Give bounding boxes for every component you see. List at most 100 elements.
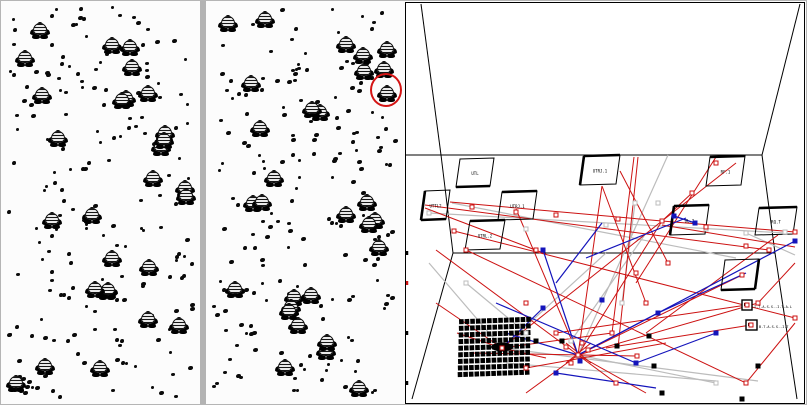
robot-sprite[interactable] [140, 86, 155, 99]
node-marker-red[interactable] [748, 322, 754, 328]
robot-sprite[interactable] [34, 88, 49, 101]
robot-sprite[interactable] [277, 360, 292, 373]
node-marker-black[interactable] [614, 343, 620, 349]
robot-sprite[interactable] [124, 60, 139, 73]
robot-sprite[interactable] [44, 213, 59, 226]
robot-sprite[interactable] [303, 288, 318, 301]
node-marker-red[interactable] [665, 260, 671, 266]
node-marker-red[interactable] [463, 247, 469, 253]
robot-sprite[interactable] [356, 48, 371, 61]
robot-sprite[interactable] [17, 50, 32, 63]
node-marker-red[interactable] [513, 209, 519, 215]
node-marker-red[interactable] [499, 345, 505, 351]
robot-sprite[interactable] [141, 259, 156, 272]
robot-sprite[interactable] [320, 335, 335, 348]
robot-sprite[interactable] [145, 171, 160, 184]
node-marker-blue[interactable] [692, 220, 698, 226]
node-marker-gray[interactable] [782, 229, 788, 235]
robot-sprite[interactable] [252, 120, 267, 133]
robot-sprite[interactable] [228, 281, 243, 294]
node-marker-red[interactable] [568, 360, 574, 366]
robot-sprite[interactable] [84, 208, 99, 221]
robot-sprite[interactable] [357, 64, 371, 76]
robot-sprite[interactable] [123, 40, 138, 53]
robot-sprite[interactable] [243, 75, 258, 88]
node-marker-red[interactable] [743, 243, 749, 249]
node-marker-red[interactable] [703, 224, 709, 230]
robot-sprite[interactable] [100, 283, 115, 296]
robot-sprite[interactable] [371, 239, 386, 252]
node-marker-red[interactable] [563, 344, 569, 350]
node-marker-blue[interactable] [599, 297, 605, 303]
node-marker-blue[interactable] [713, 330, 719, 336]
node-marker-red[interactable] [575, 352, 581, 358]
node-marker-black[interactable] [755, 363, 761, 369]
node-marker-red[interactable] [744, 302, 750, 308]
robot-sprite[interactable] [267, 171, 282, 184]
node-marker-red[interactable] [643, 300, 649, 306]
node-marker-blue[interactable] [655, 310, 661, 316]
network-topology-panel[interactable]: UTLUTRJ.1RF.1UTTL2UTRJ.1UTRL.2UL.2RQ.T.I… [405, 2, 805, 404]
robot-sprite[interactable] [338, 36, 353, 49]
node-marker-gray[interactable] [743, 230, 749, 236]
node-marker-red[interactable] [585, 347, 591, 353]
robot-sprite[interactable] [339, 206, 354, 219]
node-marker-red[interactable] [579, 340, 585, 346]
robot-sprite[interactable] [221, 16, 236, 29]
node-marker-red[interactable] [766, 247, 772, 253]
robot-sprite[interactable] [115, 93, 130, 106]
node-marker-red[interactable] [689, 190, 695, 196]
node-marker-red[interactable] [553, 212, 559, 218]
robot-sprite[interactable] [87, 282, 102, 295]
node-marker-blue[interactable] [671, 213, 677, 219]
robot-sprite[interactable] [380, 41, 395, 54]
swarm-map-panel[interactable] [1, 1, 403, 404]
robot-sprite[interactable] [51, 130, 66, 143]
robot-sprite[interactable] [362, 217, 377, 230]
node-marker-red[interactable] [755, 300, 761, 306]
node-marker-red[interactable] [739, 272, 745, 278]
robot-sprite[interactable] [9, 376, 23, 388]
node-marker-red[interactable] [613, 380, 619, 386]
robot-sprite[interactable] [352, 381, 367, 394]
robot-sprite[interactable] [304, 102, 319, 115]
node-marker-red[interactable] [615, 216, 621, 222]
node-marker-gray[interactable] [603, 222, 609, 228]
node-marker-red[interactable] [792, 229, 798, 235]
node-marker-black[interactable] [533, 338, 539, 344]
node-marker-gray[interactable] [568, 338, 574, 344]
node-marker-red[interactable] [609, 330, 615, 336]
robot-sprite[interactable] [255, 194, 270, 207]
node-marker-black[interactable] [739, 396, 745, 402]
robot-sprite[interactable] [156, 133, 171, 146]
node-marker-gray[interactable] [619, 300, 625, 306]
node-marker-red[interactable] [743, 380, 749, 386]
robot-sprite[interactable] [178, 188, 193, 201]
robot-sprite[interactable] [92, 361, 107, 374]
robot-sprite[interactable] [140, 311, 155, 324]
node-marker-blue[interactable] [540, 247, 546, 253]
node-marker-red[interactable] [533, 247, 539, 253]
node-marker-gray[interactable] [463, 280, 469, 286]
robot-sprite[interactable] [171, 317, 186, 330]
node-marker-red[interactable] [792, 315, 798, 321]
robot-sprite[interactable] [104, 38, 119, 51]
node-marker-blue[interactable] [540, 305, 546, 311]
node-marker-gray[interactable] [426, 210, 432, 216]
node-marker-red[interactable] [523, 300, 529, 306]
node-marker-blue[interactable] [633, 360, 639, 366]
node-marker-red[interactable] [553, 330, 559, 336]
node-marker-black[interactable] [646, 333, 652, 339]
node-marker-red[interactable] [659, 218, 665, 224]
robot-sprite[interactable] [104, 251, 119, 264]
node-marker-gray[interactable] [523, 226, 529, 232]
robot-sprite[interactable] [282, 303, 297, 316]
node-marker-gray[interactable] [713, 380, 719, 386]
robot-sprite[interactable] [359, 194, 374, 207]
node-marker-black[interactable] [559, 338, 565, 344]
node-marker-black[interactable] [659, 390, 665, 396]
node-marker-blue[interactable] [577, 358, 583, 364]
node-marker-blue[interactable] [792, 238, 798, 244]
node-marker-red[interactable] [523, 365, 529, 371]
robot-sprite[interactable] [257, 12, 272, 25]
